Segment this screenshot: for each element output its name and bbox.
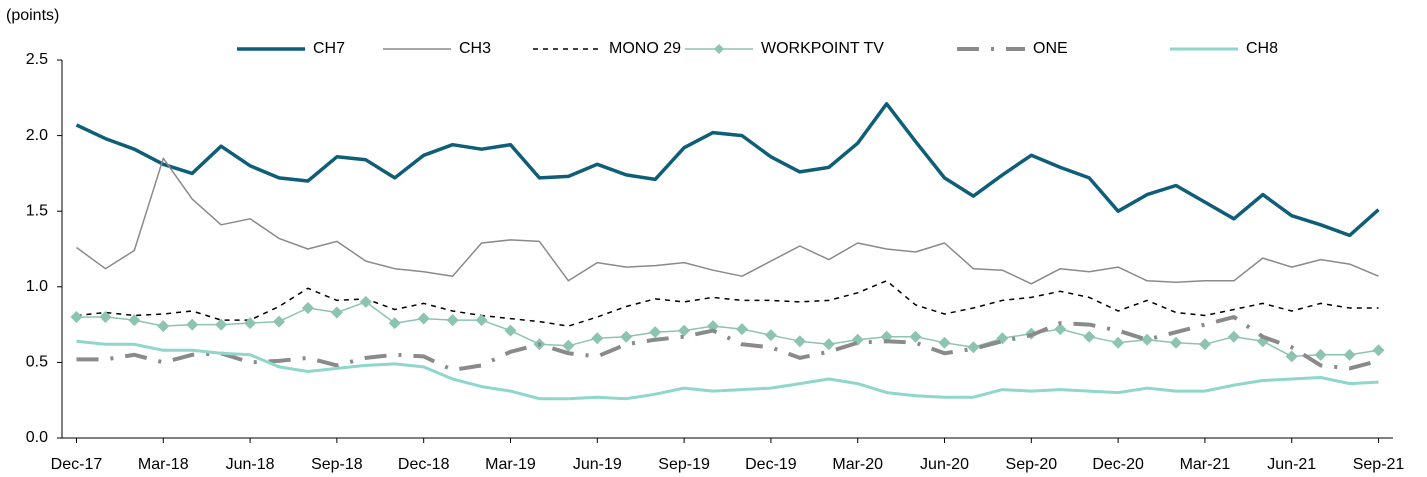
y-tick-label: 2.5 <box>26 51 48 68</box>
legend-label: WORKPOINT TV <box>761 40 884 57</box>
y-tick-label: 0.5 <box>26 354 48 371</box>
x-tick-label: Jun-20 <box>920 456 969 473</box>
x-tick-label: Dec-18 <box>398 456 450 473</box>
x-tick-label: Sep-18 <box>311 456 363 473</box>
x-tick-label: Jun-18 <box>226 456 275 473</box>
legend-label: MONO 29 <box>609 40 681 57</box>
series-marker <box>273 315 286 328</box>
series-marker <box>620 330 633 343</box>
series-marker <box>938 336 951 349</box>
series-marker <box>822 338 835 351</box>
x-tick-label: Sep-19 <box>658 456 710 473</box>
x-tick-label: Jun-21 <box>1267 456 1316 473</box>
x-tick-label: Dec-19 <box>745 456 797 473</box>
legend-label: ONE <box>1033 40 1068 57</box>
series-marker <box>562 339 575 352</box>
series-marker <box>764 329 777 342</box>
x-tick-label: Jun-19 <box>573 456 622 473</box>
series-marker <box>909 330 922 343</box>
series-marker <box>186 318 199 331</box>
series-marker <box>1169 336 1182 349</box>
series-line <box>75 102 1380 238</box>
series-line <box>76 301 1379 358</box>
x-tick-label: Mar-21 <box>1180 456 1231 473</box>
x-tick-label: Dec-17 <box>51 456 103 473</box>
series-marker <box>707 320 720 333</box>
series-marker <box>99 311 112 324</box>
series-marker <box>735 323 748 336</box>
series-marker <box>1314 348 1327 361</box>
series-line <box>76 315 1380 372</box>
x-tick-label: Sep-21 <box>1353 456 1405 473</box>
y-tick-label: 0.0 <box>26 429 48 446</box>
series-marker <box>1198 338 1211 351</box>
series-line <box>76 157 1379 285</box>
series-marker <box>446 314 459 327</box>
series-marker <box>475 314 488 327</box>
y-tick-label: 1.5 <box>26 202 48 219</box>
series-marker <box>388 317 401 330</box>
legend-label: CH8 <box>1246 40 1278 57</box>
series-marker <box>591 332 604 345</box>
series-marker <box>793 335 806 348</box>
series-marker <box>359 295 372 308</box>
series-marker <box>128 314 141 327</box>
series-marker <box>504 324 517 337</box>
series-marker <box>1083 330 1096 343</box>
series-line <box>76 280 1379 327</box>
series-line <box>76 339 1379 401</box>
series-marker <box>1227 330 1240 343</box>
y-axis-label: (points) <box>6 7 59 24</box>
legend-label: CH3 <box>459 40 491 57</box>
legend-label: CH7 <box>313 40 345 57</box>
series-marker <box>1372 344 1385 357</box>
series-marker <box>678 324 691 337</box>
series-marker <box>417 312 430 325</box>
x-tick-label: Mar-19 <box>485 456 536 473</box>
y-tick-label: 1.0 <box>26 278 48 295</box>
x-tick-label: Sep-20 <box>1006 456 1058 473</box>
series-marker <box>157 320 170 333</box>
y-tick-label: 2.0 <box>26 127 48 144</box>
x-tick-label: Mar-18 <box>138 456 189 473</box>
series-marker <box>301 301 314 314</box>
series-marker <box>1141 333 1154 346</box>
x-tick-label: Dec-20 <box>1092 456 1144 473</box>
series-marker <box>70 311 83 324</box>
series-marker <box>1343 348 1356 361</box>
series-marker <box>330 306 343 319</box>
series-marker <box>215 318 228 331</box>
series-marker <box>244 317 257 330</box>
x-tick-label: Mar-20 <box>832 456 883 473</box>
series-marker <box>1054 323 1067 336</box>
legend-marker <box>714 44 724 54</box>
series-marker <box>649 326 662 339</box>
series-marker <box>1285 350 1298 363</box>
series-marker <box>967 341 980 354</box>
series-marker <box>1112 336 1125 349</box>
